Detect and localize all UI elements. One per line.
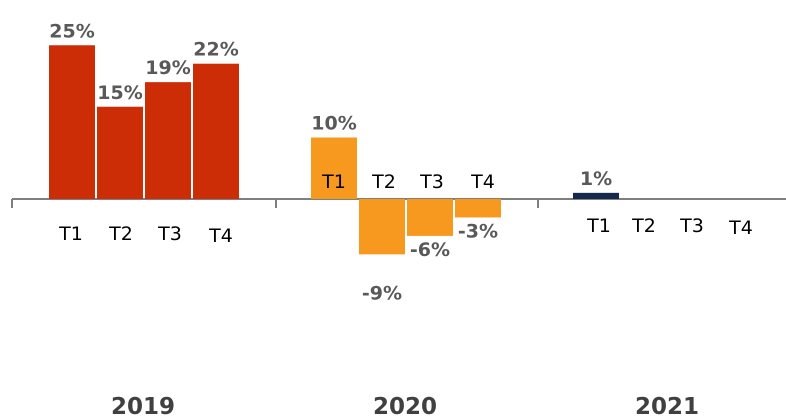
bar-2020-t4 <box>455 199 501 218</box>
bar-2019-t1 <box>49 45 95 199</box>
labels-layer: 25% T1 15% T2 19% T3 22% T4 2019 10% T1 -9% T2 -6% T3 -… <box>49 20 753 416</box>
quarter-label-2021-t1: T1 <box>586 215 611 237</box>
quarter-label-2021-t4: T4 <box>728 217 753 239</box>
quarter-label-2019-t3: T3 <box>157 223 182 245</box>
value-label-2020-t3: -6% <box>410 239 450 261</box>
bars-layer <box>49 45 619 255</box>
quarter-label-2020-t2: T2 <box>371 171 396 193</box>
value-label-2019-t2: 15% <box>97 82 142 104</box>
value-label-2020-t2: -9% <box>362 282 402 304</box>
quarter-label-2019-t2: T2 <box>108 223 133 245</box>
quarter-label-2021-t3: T3 <box>679 215 704 237</box>
value-label-2019-t4: 22% <box>193 39 238 61</box>
bar-2019-t2 <box>97 106 143 199</box>
value-label-2019-t3: 19% <box>145 57 190 79</box>
quarter-label-2019-t1: T1 <box>58 223 83 245</box>
bar-2020-t2 <box>359 199 405 255</box>
quarter-label-2021-t2: T2 <box>631 215 656 237</box>
bar-2021-t1 <box>573 192 619 199</box>
value-label-2020-t4: -3% <box>458 220 498 242</box>
year-label-2019: 2019 <box>111 394 175 416</box>
quarter-label-2020-t3: T3 <box>419 171 444 193</box>
quarter-label-2019-t4: T4 <box>208 225 233 247</box>
quarter-label-2020-t4: T4 <box>470 171 495 193</box>
value-label-2019-t1: 25% <box>49 20 94 42</box>
bar-2020-t3 <box>407 199 453 236</box>
bar-2019-t4 <box>193 63 239 200</box>
bar-2019-t3 <box>145 82 191 199</box>
year-label-2020: 2020 <box>373 394 437 416</box>
value-label-2021-t1: 1% <box>580 168 612 190</box>
quarter-label-2020-t1: T1 <box>321 171 346 193</box>
value-label-2020-t1: 10% <box>311 113 356 135</box>
bar-2020-t1 <box>311 137 357 199</box>
year-label-2021: 2021 <box>635 394 699 416</box>
